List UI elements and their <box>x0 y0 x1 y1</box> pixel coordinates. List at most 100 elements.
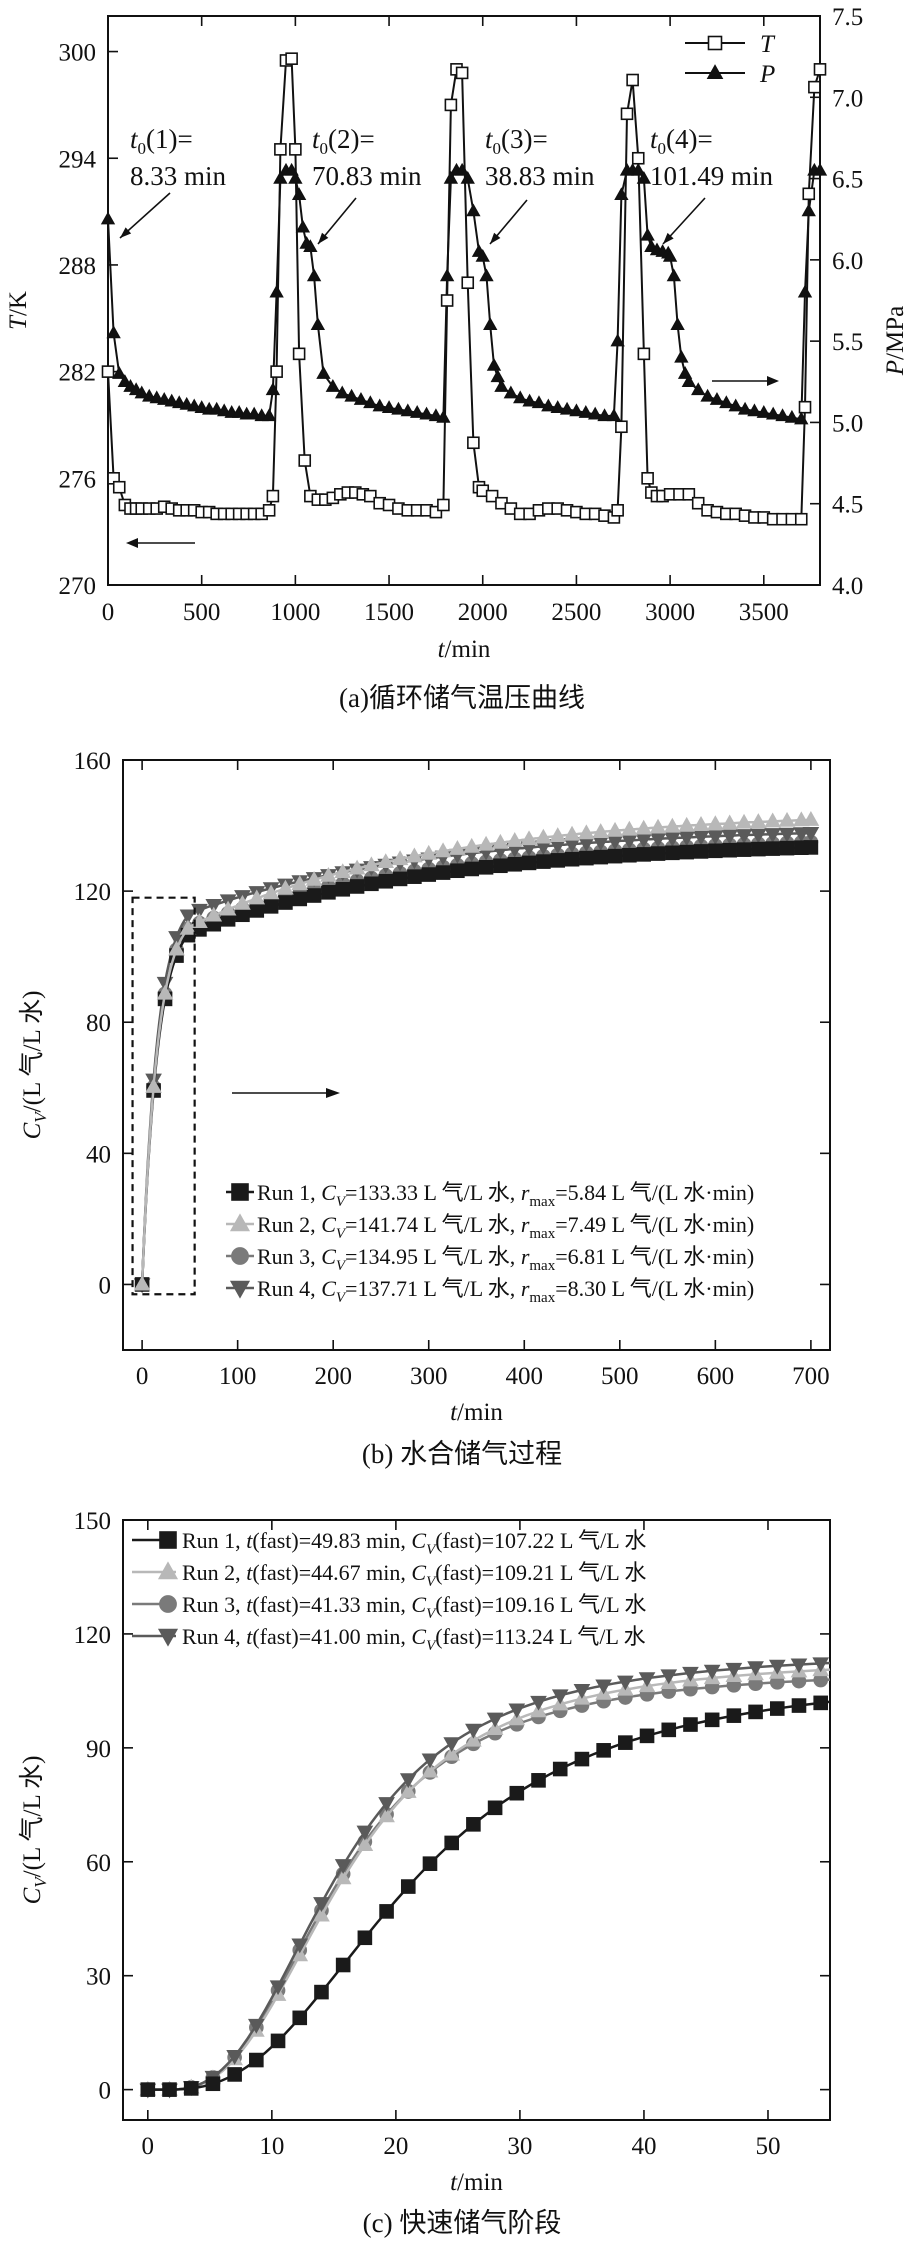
data-point <box>748 1704 763 1720</box>
data-point <box>551 1689 569 1705</box>
legend-label-part: C <box>321 1244 336 1269</box>
y2-tick-label: 5.5 <box>832 329 863 356</box>
annotation: t0(4)=101.49 min <box>650 124 774 245</box>
data-point <box>812 1657 830 1673</box>
data-point-P <box>316 366 331 379</box>
data-point <box>664 817 681 833</box>
data-point-T <box>615 420 628 434</box>
data-point <box>487 1800 503 1816</box>
annotation-value: 8.33 min <box>130 161 227 191</box>
data-point <box>578 824 595 840</box>
data-point <box>639 1728 655 1744</box>
data-point <box>434 842 452 858</box>
data-point <box>248 2018 265 2034</box>
data-point <box>606 821 624 837</box>
data-point <box>466 1817 481 1832</box>
x-axis-label: t/min <box>438 636 491 663</box>
data-point <box>650 846 666 861</box>
data-point-T <box>813 63 827 76</box>
legend-label-part: =137.71 L 气/L 水, <box>345 1276 521 1301</box>
y-tick-label: 288 <box>59 253 97 280</box>
data-point-P <box>325 379 341 392</box>
data-point <box>335 881 351 897</box>
data-point-T <box>429 505 443 519</box>
left-axis-arrowhead <box>126 538 138 548</box>
y-axis-label: CV/(L 气/L 水) <box>18 1756 50 1905</box>
data-point-T <box>682 488 696 501</box>
data-point-P <box>531 395 547 409</box>
data-point <box>493 858 508 874</box>
data-point-T <box>274 143 287 156</box>
data-point <box>678 816 696 832</box>
x-tick-label: 100 <box>219 1363 257 1390</box>
legend-marker <box>157 1628 179 1647</box>
x-tick-label: 500 <box>601 1363 639 1390</box>
x-tick-label: 600 <box>697 1363 735 1390</box>
data-point <box>140 2082 156 2097</box>
legend-marker <box>159 1531 177 1549</box>
data-point <box>465 1731 482 1747</box>
data-point-P <box>784 409 800 423</box>
data-point <box>478 860 494 875</box>
data-point-T <box>794 512 808 526</box>
data-point-T <box>485 489 499 503</box>
data-point-P <box>691 382 706 396</box>
data-point <box>791 1698 807 1713</box>
data-point <box>162 2082 177 2097</box>
annotation: t0(1)=8.33 min <box>119 124 227 239</box>
data-point <box>421 1753 439 1769</box>
data-point-P <box>728 398 743 412</box>
data-point-T <box>802 187 816 201</box>
data-point <box>306 888 322 903</box>
chart-b: 0 100 200 300 400 500 600 700 0 40 80 120 160 CV/(L 气… <box>18 748 831 1469</box>
data-point <box>377 853 395 869</box>
data-point <box>349 879 365 894</box>
legend-label-part: Run 4, <box>182 1624 246 1649</box>
data-point <box>492 833 509 849</box>
data-point <box>521 855 537 871</box>
legend-label: Run 1, t(fast)=49.83 min, CV(fast)=107.2… <box>182 1528 646 1558</box>
y-tick-label: 160 <box>74 748 112 775</box>
data-point <box>465 1723 482 1739</box>
data-point <box>292 2010 308 2026</box>
data-point <box>803 840 819 855</box>
data-point-T <box>461 276 475 290</box>
legend-label: Run 4, CV=137.71 L 气/L 水, rmax=8.30 L 气/… <box>257 1276 754 1306</box>
data-point-P <box>681 374 697 387</box>
legend-label-part: V <box>336 1194 347 1210</box>
data-point-T <box>798 400 812 414</box>
data-point-P <box>700 388 715 402</box>
legend-label-part: C <box>411 1560 426 1585</box>
legend-label-part: V <box>336 1258 347 1274</box>
data-point-T <box>440 294 454 307</box>
annotation-arrowhead <box>120 227 132 238</box>
data-point <box>407 869 422 884</box>
data-point <box>443 1737 461 1753</box>
data-point <box>379 1904 394 1919</box>
data-point-T <box>364 489 377 503</box>
data-point <box>334 1869 352 1885</box>
legend-label-part: =141.74 L 气/L 水, <box>345 1212 521 1237</box>
data-point <box>249 2052 264 2068</box>
plot-frame <box>122 759 831 1351</box>
legend-marker <box>157 1561 179 1580</box>
x-tick-label: 200 <box>314 1363 352 1390</box>
data-point <box>802 811 820 826</box>
legend-label-part: C <box>411 1624 426 1649</box>
data-point-T <box>631 151 645 165</box>
data-point <box>596 1743 611 1758</box>
data-point <box>320 866 337 882</box>
legend-label-part: (fast)=41.33 min, <box>252 1592 411 1617</box>
data-point <box>721 814 739 830</box>
data-point-P <box>269 284 284 298</box>
legend-label-part: =7.49 L 气/(L 水·min) <box>555 1212 754 1237</box>
legend-label-part: max <box>529 1290 555 1306</box>
data-point-P <box>801 203 816 217</box>
data-point <box>649 818 667 834</box>
data-point <box>205 906 223 922</box>
legend-label-part: Run 1, <box>257 1180 321 1205</box>
data-point <box>750 813 767 828</box>
x-axis-label: t/min <box>450 2169 503 2196</box>
data-point <box>314 1984 329 2000</box>
data-point <box>313 1897 330 1913</box>
